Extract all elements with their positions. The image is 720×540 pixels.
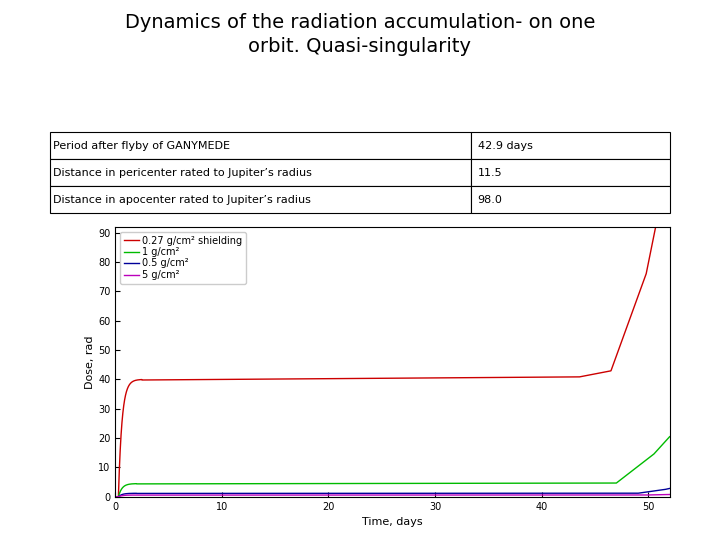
1 g/cm² [665,434,674,440]
0.27 g/cm² shielding [525,374,534,381]
0.27 g/cm² shielding [567,374,575,380]
Text: Distance in apocenter rated to Jupiter’s radius: Distance in apocenter rated to Jupiter’s… [53,195,311,205]
Bar [472,132,670,159]
Bar [472,159,670,186]
Line: 1 g/cm²: 1 g/cm² [115,437,670,497]
1 g/cm² [111,494,120,500]
Bar [50,186,472,213]
0.5 g/cm² [111,494,120,500]
Y-axis label: Dose, rad: Dose, rad [85,335,95,389]
0.27 g/cm² shielding [472,374,480,381]
X-axis label: Time, days: Time, days [362,517,423,527]
1 g/cm² [212,481,220,487]
0.27 g/cm² shielding [323,375,331,382]
0.5 g/cm² [323,490,331,497]
0.5 g/cm² [525,490,534,497]
0.27 g/cm² shielding [665,154,674,161]
Text: 98.0: 98.0 [477,195,503,205]
5 g/cm² [444,492,452,498]
5 g/cm² [525,492,534,498]
0.5 g/cm² [665,485,674,492]
1 g/cm² [472,480,480,487]
1 g/cm² [444,480,452,487]
0.5 g/cm² [472,490,480,497]
0.5 g/cm² [444,490,452,497]
0.27 g/cm² shielding [444,375,452,381]
Line: 0.27 g/cm² shielding: 0.27 g/cm² shielding [115,158,670,497]
Text: 42.9 days: 42.9 days [477,141,533,151]
1 g/cm² [567,480,575,487]
Text: Dynamics of the radiation accumulation- on one
orbit. Quasi-singularity: Dynamics of the radiation accumulation- … [125,14,595,56]
1 g/cm² [323,481,331,487]
Line: 0.5 g/cm²: 0.5 g/cm² [115,489,670,497]
Text: 11.5: 11.5 [477,168,503,178]
0.5 g/cm² [567,490,575,497]
Text: Distance in pericenter rated to Jupiter’s radius: Distance in pericenter rated to Jupiter’… [53,168,312,178]
Legend: 0.27 g/cm² shielding, 1 g/cm², 0.5 g/cm², 5 g/cm²: 0.27 g/cm² shielding, 1 g/cm², 0.5 g/cm²… [120,232,246,284]
5 g/cm² [567,492,575,498]
Line: 5 g/cm²: 5 g/cm² [115,495,670,497]
Bar [472,186,670,213]
Bar [50,159,472,186]
5 g/cm² [111,494,120,500]
5 g/cm² [472,492,480,498]
5 g/cm² [323,492,331,498]
0.5 g/cm² [212,490,220,497]
5 g/cm² [665,491,674,498]
Bar [50,132,472,159]
Text: Period after flyby of GANYMEDE: Period after flyby of GANYMEDE [53,141,230,151]
0.27 g/cm² shielding [212,376,220,383]
0.27 g/cm² shielding [111,494,120,500]
1 g/cm² [525,480,534,487]
5 g/cm² [212,492,220,498]
